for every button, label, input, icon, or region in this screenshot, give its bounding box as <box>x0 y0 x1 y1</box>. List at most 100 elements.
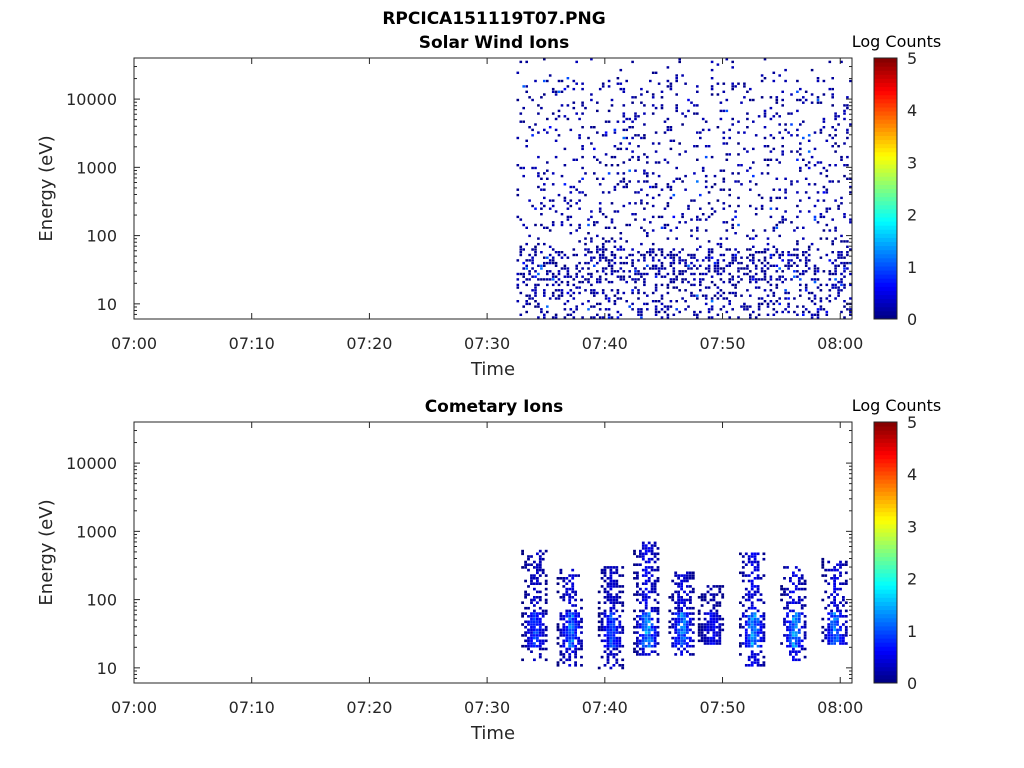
spectrogram-cell <box>842 563 845 566</box>
spectrogram-cell <box>689 571 692 575</box>
spectrogram-cell <box>684 115 687 118</box>
spectrogram-cell <box>786 587 789 591</box>
spectrogram-cell <box>562 631 566 634</box>
spectrogram-cell <box>830 593 833 596</box>
spectrogram-cell <box>744 574 748 577</box>
spectrogram-cell <box>677 574 680 577</box>
spectrogram-cell <box>756 639 760 643</box>
spectrogram-cell <box>836 634 839 637</box>
spectrogram-cell <box>565 658 569 662</box>
spectrogram-cell <box>538 623 542 626</box>
spectrogram-cell <box>789 639 792 643</box>
spectrogram-cell <box>704 272 708 276</box>
spectrogram-cell <box>565 587 569 591</box>
y-axis-label: Energy (eV) <box>36 499 57 605</box>
spectrogram-cell <box>554 261 558 265</box>
spectrogram-cell <box>534 207 537 210</box>
spectrogram-cell <box>660 253 664 257</box>
colorbar-segment <box>874 310 897 316</box>
spectrogram-cell <box>706 601 710 604</box>
spectrogram-cell <box>825 297 829 300</box>
x-tick-label: 07:50 <box>699 698 745 717</box>
spectrogram-cell <box>598 259 602 262</box>
spectrogram-cell <box>641 609 645 613</box>
spectrogram-cell <box>530 574 533 577</box>
spectrogram-cell <box>654 264 658 267</box>
spectrogram-cell <box>609 666 613 670</box>
spectrogram-cell <box>756 552 760 556</box>
spectrogram-cell <box>833 596 836 599</box>
spectrogram-cell <box>680 650 683 653</box>
spectrogram-cell <box>657 310 661 314</box>
spectrogram-cell <box>784 128 787 132</box>
spectrogram-cell <box>750 563 754 566</box>
spectrogram-cell <box>691 631 695 634</box>
spectrogram-cell <box>637 270 640 273</box>
spectrogram-cell <box>525 145 528 148</box>
spectrogram-cell <box>833 587 836 591</box>
spectrogram-cell <box>656 577 660 580</box>
spectrogram-cell <box>631 120 634 123</box>
spectrogram-cell <box>619 82 623 85</box>
spectrogram-cell <box>753 593 757 596</box>
spectrogram-cell <box>568 609 572 613</box>
x-tick-label: 08:00 <box>817 334 863 353</box>
spectrogram-cell <box>571 631 575 634</box>
spectrogram-cell <box>800 587 804 591</box>
spectrogram-cell <box>618 601 622 604</box>
spectrogram-cell <box>753 658 757 662</box>
spectrogram-cell <box>640 272 643 276</box>
spectrogram-cell <box>778 297 781 300</box>
spectrogram-cell <box>709 623 713 626</box>
spectrogram-cell <box>697 609 701 613</box>
spectrogram-cell <box>693 199 696 202</box>
spectrogram-cell <box>719 278 723 281</box>
spectrogram-cell <box>744 631 748 634</box>
spectrogram-cell <box>597 620 601 624</box>
spectrogram-cell <box>836 568 839 572</box>
spectrogram-cell <box>615 628 619 632</box>
spectrogram-cell <box>621 590 625 594</box>
spectrogram-cell <box>663 275 667 278</box>
spectrogram-cell <box>646 161 649 164</box>
spectrogram-cell <box>616 77 620 80</box>
spectrogram-cell <box>604 240 608 243</box>
spectrogram-cell <box>601 85 605 88</box>
spectrogram-cell <box>849 297 852 300</box>
spectrogram-cell <box>792 650 795 653</box>
spectrogram-cell <box>843 174 846 178</box>
spectrogram-cell <box>715 625 719 629</box>
spectrogram-cell <box>616 82 620 85</box>
spectrogram-cell <box>634 96 637 99</box>
spectrogram-cell <box>562 623 566 626</box>
spectrogram-cell <box>719 237 723 240</box>
spectrogram-cell <box>680 587 683 591</box>
spectrogram-cell <box>750 642 754 645</box>
spectrogram-cell <box>704 297 708 300</box>
spectrogram-cell <box>604 215 608 219</box>
spectrogram-cell <box>538 574 542 577</box>
spectrogram-cell <box>790 259 793 262</box>
colorbar-segment <box>874 196 897 202</box>
spectrogram-cell <box>536 615 539 618</box>
spectrogram-cell <box>560 251 564 254</box>
spectrogram-cell <box>825 139 829 142</box>
spectrogram-cell <box>584 278 587 281</box>
spectrogram-cell <box>641 582 645 585</box>
spectrogram-cell <box>703 596 707 599</box>
spectrogram-cell <box>560 256 564 259</box>
colorbar-tick-label: 2 <box>907 570 917 589</box>
spectrogram-cell <box>844 634 848 637</box>
spectrogram-cell <box>674 644 678 648</box>
spectrogram-cell <box>537 305 540 308</box>
spectrogram-cell <box>610 218 614 221</box>
spectrogram-cell <box>757 115 761 118</box>
spectrogram-cell <box>527 585 530 588</box>
spectrogram-cell <box>643 259 646 262</box>
spectrogram-cell <box>606 655 610 659</box>
spectrogram-cell <box>794 658 798 662</box>
spectrogram-cell <box>830 631 833 634</box>
colorbar-segment <box>874 139 897 145</box>
spectrogram-cell <box>827 636 831 640</box>
spectrogram-cell <box>833 628 836 632</box>
